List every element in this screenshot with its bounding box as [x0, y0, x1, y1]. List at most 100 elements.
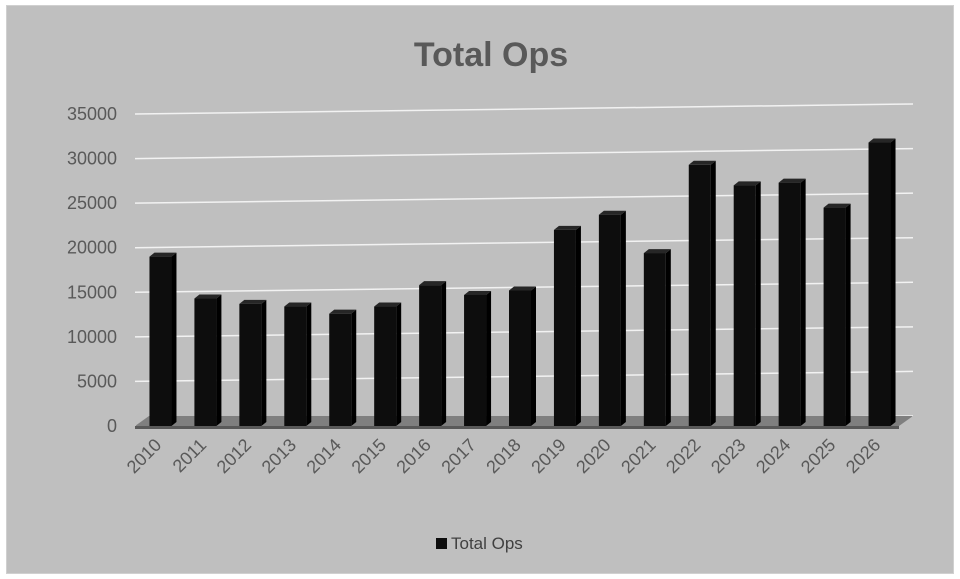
bar — [419, 281, 447, 426]
bars — [149, 138, 896, 427]
x-tick-label: 2016 — [392, 435, 434, 477]
bar-front — [239, 303, 262, 426]
x-tick-label: 2022 — [662, 435, 704, 477]
bar-front — [194, 298, 217, 426]
bar-side — [620, 210, 626, 426]
bar-side — [665, 249, 671, 426]
bar-side — [845, 203, 851, 426]
bar-top — [643, 249, 671, 254]
bar — [464, 290, 492, 426]
bar-side — [441, 281, 447, 426]
bar — [643, 249, 671, 426]
bar — [329, 309, 357, 426]
floor-edge — [135, 426, 899, 429]
bar-top — [239, 299, 267, 304]
bar-side — [306, 302, 312, 426]
bar-front — [598, 214, 621, 426]
bar-front — [419, 285, 442, 426]
bar-front — [643, 253, 666, 426]
bar-side — [531, 286, 536, 426]
bar-side — [216, 294, 222, 426]
bar-front — [553, 229, 576, 426]
chart-svg: Total Ops 0 5000 10000 15000 20000 25000 30000… — [67, 36, 914, 553]
bar-front — [329, 313, 352, 426]
x-tick-label: 2019 — [527, 435, 569, 477]
bar — [239, 299, 267, 426]
bar-top — [778, 178, 806, 183]
chart-title: Total Ops — [414, 36, 568, 74]
bar — [194, 294, 222, 426]
y-tick-label: 15000 — [67, 282, 117, 302]
bar — [598, 210, 626, 426]
x-tick-label: 2013 — [258, 435, 300, 477]
bar — [509, 286, 536, 426]
bar-front — [778, 182, 801, 426]
x-tick-label: 2026 — [842, 435, 884, 477]
bar — [149, 252, 177, 426]
y-axis-tick-labels: 0 5000 10000 15000 20000 25000 30000 35000 — [67, 104, 117, 436]
bar-top — [419, 281, 447, 286]
x-tick-label: 2024 — [752, 435, 794, 477]
y-tick-label: 30000 — [67, 149, 117, 169]
bar-top — [509, 286, 536, 291]
bar — [778, 178, 806, 426]
bar-top — [374, 302, 402, 307]
y-tick-label: 35000 — [67, 104, 117, 124]
bar-top — [823, 203, 851, 208]
legend-label: Total Ops — [451, 534, 523, 553]
bar-front — [823, 207, 846, 426]
x-tick-label: 2012 — [213, 435, 255, 477]
x-tick-label: 2011 — [169, 435, 211, 477]
bar — [284, 302, 312, 426]
bar-side — [575, 225, 581, 426]
y-tick-label: 5000 — [77, 371, 117, 391]
bar-side — [261, 299, 267, 426]
bar — [688, 160, 716, 426]
bar-side — [710, 160, 716, 426]
x-tick-label: 2015 — [348, 435, 390, 477]
bar-top — [194, 294, 222, 299]
x-tick-label: 2021 — [617, 435, 659, 477]
y-tick-label: 0 — [107, 416, 117, 436]
bar-front — [509, 290, 531, 426]
bar-front — [374, 306, 397, 426]
bar-side — [171, 252, 177, 426]
bar-top — [284, 302, 312, 307]
x-tick-label: 2017 — [437, 435, 479, 477]
bar-top — [598, 210, 626, 215]
bar-side — [486, 290, 492, 426]
bar-side — [351, 309, 357, 426]
x-tick-label: 2018 — [482, 435, 524, 477]
bar-top — [553, 225, 581, 230]
x-axis-tick-labels: 2010 2011 2012 2013 2014 2015 2016 2017 2018 2019… — [123, 435, 885, 477]
legend-swatch — [436, 538, 447, 549]
x-tick-label: 2025 — [797, 435, 839, 477]
bar-top — [464, 290, 492, 295]
bar-front — [284, 306, 307, 426]
legend: Total Ops — [436, 534, 523, 553]
bar-top — [688, 160, 716, 165]
y-tick-label: 20000 — [67, 238, 117, 258]
y-tick-label: 10000 — [67, 327, 117, 347]
gridline — [134, 147, 914, 160]
y-tick-label: 25000 — [67, 193, 117, 213]
bar — [553, 225, 581, 426]
bar-side — [396, 302, 402, 426]
bar-front — [868, 142, 891, 427]
x-tick-label: 2023 — [707, 435, 749, 477]
x-tick-label: 2020 — [572, 435, 614, 477]
bar-top — [149, 252, 177, 257]
x-tick-label: 2010 — [123, 435, 165, 477]
bar-front — [149, 256, 172, 426]
bar-top — [868, 138, 896, 143]
bar-front — [464, 294, 487, 426]
gridline — [134, 103, 914, 115]
bar — [823, 203, 851, 426]
bar — [868, 138, 896, 427]
bar-side — [800, 178, 806, 426]
bar-top — [329, 309, 357, 314]
bar-side — [890, 138, 896, 427]
bar-front — [733, 185, 756, 426]
chart-area: Total Ops 0 5000 10000 15000 20000 25000 30000… — [7, 6, 953, 573]
bar-top — [733, 181, 761, 186]
